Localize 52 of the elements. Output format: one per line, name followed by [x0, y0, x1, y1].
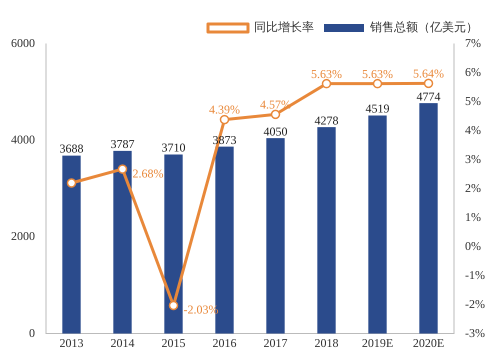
data-label: 3688 [60, 142, 84, 156]
bar [164, 154, 183, 334]
y2-tick-label: -3% [465, 326, 486, 340]
y-tick-label: 0 [29, 326, 35, 340]
data-label: 3710 [162, 140, 186, 155]
data-label: 4774 [416, 89, 441, 104]
x-tick-label: 2016 [212, 336, 237, 350]
data-label: 5.63% [362, 66, 394, 81]
point [118, 164, 128, 174]
bar [368, 115, 387, 334]
legend-label: 销售总额（亿美元） [369, 20, 478, 34]
y2-tick-label: -1% [465, 268, 486, 282]
data-label: 4.39% [209, 102, 240, 117]
data-label: 4050 [264, 124, 288, 138]
point [424, 78, 434, 88]
y2-tick-label: 7% [465, 36, 482, 50]
point [270, 110, 280, 120]
y2-tick-label: 3% [465, 152, 482, 166]
point [322, 78, 332, 88]
y2-tick-label: 2% [465, 180, 482, 195]
data-label: 4278 [314, 113, 339, 128]
y2-tick-label: -2% [465, 296, 486, 311]
y-tick-label: 2000 [11, 229, 35, 244]
y-tick-label: 4000 [11, 132, 35, 147]
point [66, 178, 76, 188]
data-label: 5.63% [311, 66, 342, 81]
point [372, 78, 382, 88]
y2-tick-label: 0% [465, 238, 482, 253]
bar [113, 150, 132, 334]
x-tick-label: 2014 [110, 336, 134, 350]
y2-tick-label: 5% [465, 94, 482, 108]
x-tick-label: 2013 [60, 336, 84, 350]
bar [62, 156, 81, 334]
x-tick-label: 2015 [162, 336, 186, 350]
data-label: 3787 [110, 136, 134, 151]
legend-label: 同比增长率 [254, 20, 314, 34]
bar [266, 138, 285, 334]
data-label: 2.68% [132, 166, 164, 180]
y-tick-label: 6000 [11, 36, 35, 50]
data-label: 4519 [366, 102, 390, 116]
y2-tick-label: 4% [465, 123, 482, 138]
y2-tick-label: 1% [465, 210, 482, 224]
bar [317, 127, 336, 334]
x-tick-label: 2018 [314, 336, 339, 350]
point [168, 300, 178, 310]
x-tick-label: 2020E [412, 336, 444, 350]
y2-tick-label: 6% [465, 65, 482, 80]
data-label: 5.64% [413, 66, 444, 81]
x-tick-label: 2019E [362, 336, 394, 350]
point [220, 114, 230, 124]
bar [419, 103, 438, 334]
x-tick-label: 2017 [264, 336, 288, 350]
